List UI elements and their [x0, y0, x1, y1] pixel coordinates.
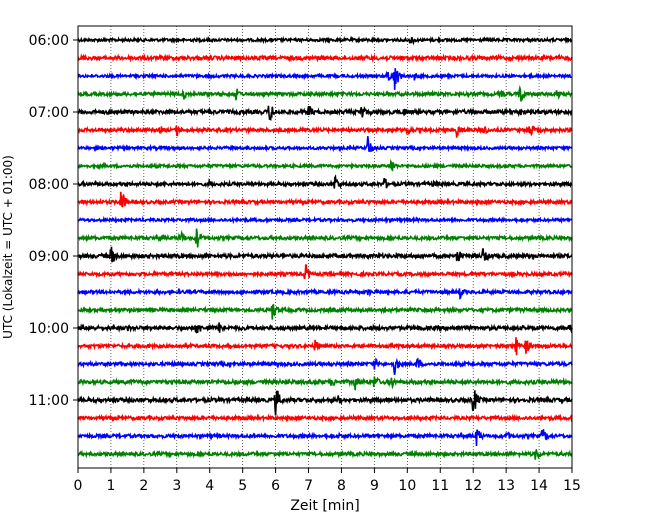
x-tick-label: 6	[271, 478, 280, 494]
seismic-trace	[77, 136, 573, 153]
x-tick-label: 13	[497, 478, 515, 494]
seismic-trace	[77, 246, 573, 263]
seismic-trace	[77, 68, 573, 90]
seismic-trace	[77, 35, 573, 46]
seismic-trace	[77, 105, 573, 122]
y-axis-label: UTC (Lokalzeit = UTC + 01:00)	[1, 155, 15, 339]
seismic-trace	[77, 191, 573, 208]
x-tick-label: 5	[238, 478, 247, 494]
seismic-trace	[77, 228, 573, 248]
seismic-trace	[77, 390, 573, 416]
seismic-trace	[77, 322, 573, 335]
x-tick-label: 0	[74, 478, 83, 494]
seismic-trace	[77, 303, 573, 320]
y-tick-label: 11:00	[29, 393, 69, 409]
seismic-trace	[77, 125, 573, 138]
seismic-trace	[77, 287, 573, 300]
seismic-trace	[77, 53, 573, 63]
x-tick-label: 10	[398, 478, 416, 494]
seismic-trace	[77, 429, 573, 447]
seismic-trace	[77, 413, 573, 423]
x-axis-label: Zeit [min]	[290, 498, 359, 514]
seismic-trace	[77, 158, 573, 172]
y-tick-label: 10:00	[29, 321, 69, 337]
x-tick-label: 2	[139, 478, 148, 494]
x-tick-label: 4	[205, 478, 214, 494]
x-tick-label: 1	[106, 478, 115, 494]
seismic-trace	[77, 449, 573, 460]
y-tick-label: 07:00	[29, 105, 69, 121]
seismic-trace	[77, 337, 573, 356]
seismogram-traces	[77, 35, 573, 460]
x-tick-label: 8	[337, 478, 346, 494]
y-tick-label: 09:00	[29, 249, 69, 265]
y-axis-ticks: 06:00 07:00 08:00 09:00 10:00 11:00	[29, 33, 78, 409]
seismic-trace	[77, 84, 573, 102]
y-tick-label: 06:00	[29, 33, 69, 49]
seismic-trace	[77, 264, 573, 280]
seismic-trace	[77, 376, 573, 391]
x-axis-ticks: 0 1 2 3 4 5 6 7 8 9 10 11 12 13 14 15	[74, 468, 581, 494]
x-tick-label: 9	[370, 478, 379, 494]
x-tick-label: 11	[431, 478, 449, 494]
seismic-trace	[77, 215, 573, 225]
x-tick-label: 14	[530, 478, 548, 494]
x-tick-label: 3	[172, 478, 181, 494]
x-tick-label: 12	[464, 478, 482, 494]
x-tick-label: 15	[563, 478, 581, 494]
seismic-trace	[77, 174, 573, 190]
x-tick-label: 7	[304, 478, 313, 494]
seismic-trace	[77, 357, 573, 375]
y-tick-label: 08:00	[29, 177, 69, 193]
plot-frame	[77, 25, 573, 469]
